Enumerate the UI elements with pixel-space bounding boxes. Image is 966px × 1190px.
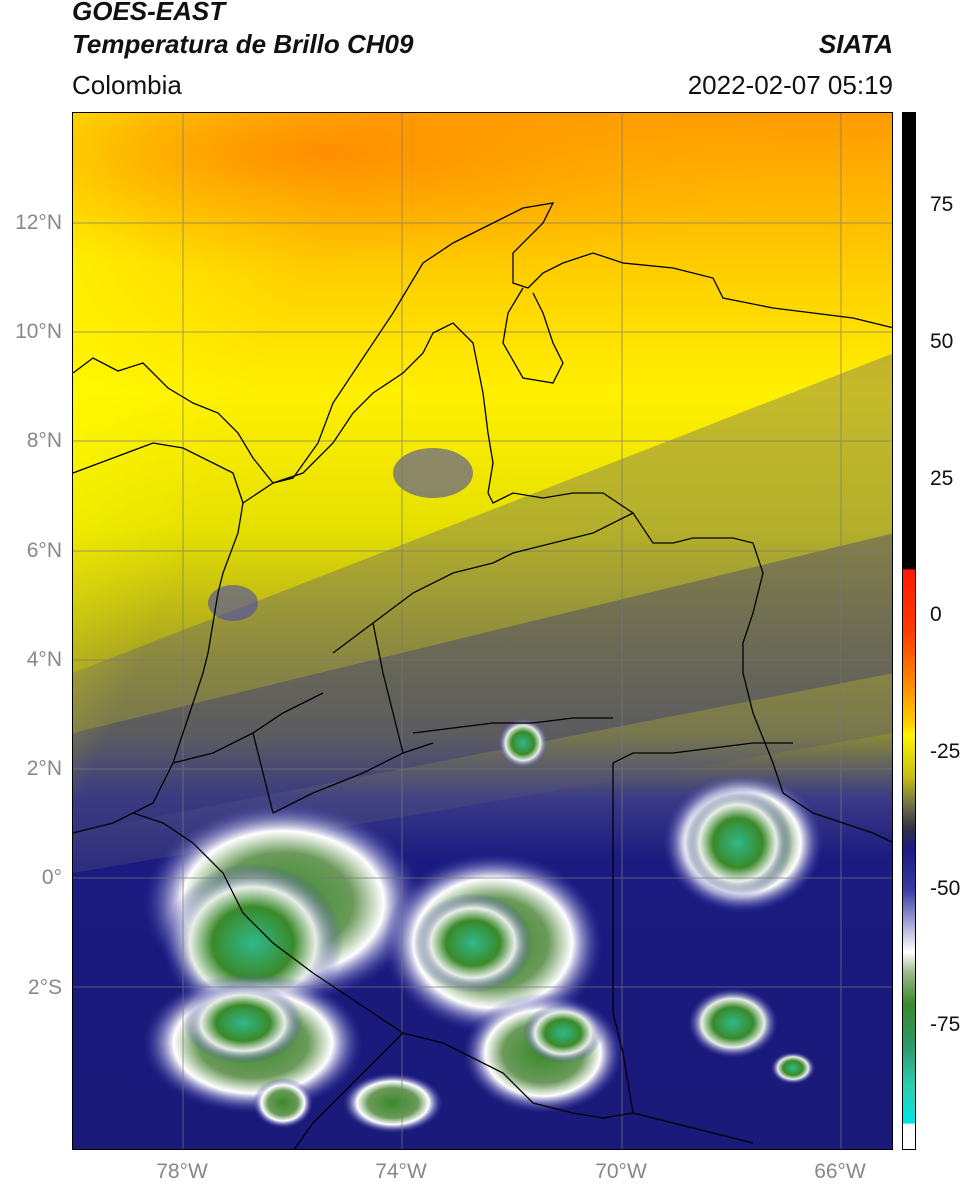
region-label: Colombia <box>72 70 182 100</box>
lat-label-12n: 12°N <box>15 211 62 234</box>
lon-label-70w: 70°W <box>595 1160 647 1183</box>
lat-label-8n: 8°N <box>26 429 62 452</box>
colorbar-tick-neg25: -25 <box>930 740 961 763</box>
colorbar-tick-neg50: -50 <box>930 877 961 900</box>
satellite-title: GOES-EAST <box>72 0 226 26</box>
lat-label-4n: 4°N <box>26 648 62 671</box>
lon-label-74w: 74°W <box>375 1160 427 1183</box>
colorbar-tick-75: 75 <box>930 193 954 216</box>
colorbar-tick-neg75: -75 <box>930 1013 961 1036</box>
organization-label: SIATA <box>818 29 893 59</box>
satellite-map <box>72 112 893 1150</box>
product-title: Temperatura de Brillo CH09 <box>72 29 414 59</box>
colorbar-tick-25: 25 <box>930 467 954 490</box>
lat-label-0: 0° <box>41 866 62 889</box>
lon-label-78w: 78°W <box>156 1160 208 1183</box>
lon-label-66w: 66°W <box>814 1160 866 1183</box>
colorbar-tick-0: 0 <box>930 603 942 626</box>
lat-label-2n: 2°N <box>26 757 62 780</box>
colorbar-tick-50: 50 <box>930 330 954 353</box>
colorbar-gradient <box>903 113 915 1149</box>
map-canvas <box>73 113 892 1149</box>
colorbar <box>902 112 916 1150</box>
timestamp-label: 2022-02-07 05:19 <box>687 70 893 100</box>
lat-label-10n: 10°N <box>15 320 62 343</box>
lat-label-6n: 6°N <box>26 539 62 562</box>
lat-label-2s: 2°S <box>27 976 62 999</box>
